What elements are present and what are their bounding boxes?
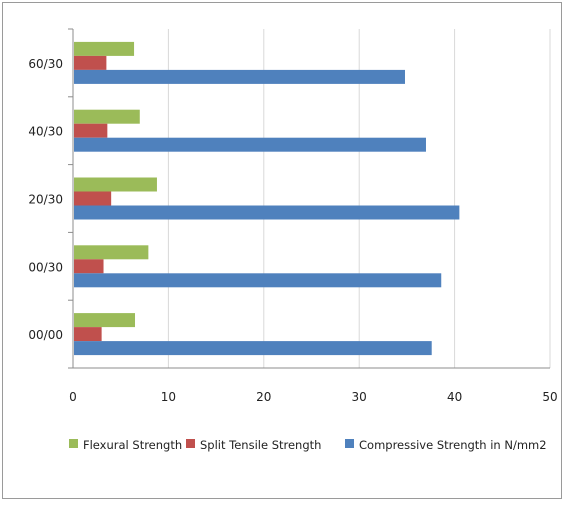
bar-3-00/30 [74, 273, 442, 288]
bar-3-40/30 [74, 137, 426, 152]
bar-1-60/30 [74, 41, 135, 56]
bar-3-00/00 [74, 341, 432, 356]
legend-label-1: Flexural Strength [83, 438, 182, 452]
y-tick-label-40/30: 40/30 [28, 125, 63, 139]
bar-2-20/30 [74, 191, 112, 206]
bar-3-60/30 [74, 69, 405, 84]
grid-lines [167, 29, 551, 368]
x-tick-label-50: 50 [542, 390, 557, 404]
legend: Flexural Strength Split Tensile Strength C… [69, 438, 547, 452]
x-tick-label-40: 40 [447, 390, 462, 404]
y-tick-label-00/00: 00/00 [28, 328, 63, 342]
legend-swatch-1 [69, 439, 78, 448]
bars [74, 41, 460, 356]
legend-swatch-2 [186, 439, 195, 448]
x-tick-label-10: 10 [161, 390, 176, 404]
bar-2-40/30 [74, 123, 108, 138]
legend-swatch-3 [345, 439, 354, 448]
x-tick-label-30: 30 [352, 390, 367, 404]
bar-1-20/30 [74, 177, 157, 192]
bar-1-00/00 [74, 313, 136, 328]
bar-1-00/30 [74, 245, 149, 260]
axes: 0 10 20 30 40 50 00/00 00/30 20/30 40/30 60/30 [28, 28, 558, 404]
x-tick-label-20: 20 [256, 390, 271, 404]
legend-label-3: Compressive Strength in N/mm2 [359, 438, 547, 452]
x-tick-label-0: 0 [69, 390, 77, 404]
bar-1-40/30 [74, 109, 140, 124]
bar-2-00/30 [74, 259, 104, 274]
bar-3-20/30 [74, 205, 460, 220]
bar-2-00/00 [74, 327, 102, 342]
bar-2-60/30 [74, 55, 107, 70]
y-tick-label-00/30: 00/30 [28, 260, 63, 274]
legend-label-2: Split Tensile Strength [200, 438, 321, 452]
y-tick-label-60/30: 60/30 [28, 57, 63, 71]
bar-chart: 0 10 20 30 40 50 00/00 00/30 20/30 40/30 60/30 Fle… [28, 28, 558, 452]
y-tick-label-20/30: 20/30 [28, 193, 63, 207]
chart-frame: 0 10 20 30 40 50 00/00 00/30 20/30 40/30 60/30 Fle… [2, 2, 562, 499]
